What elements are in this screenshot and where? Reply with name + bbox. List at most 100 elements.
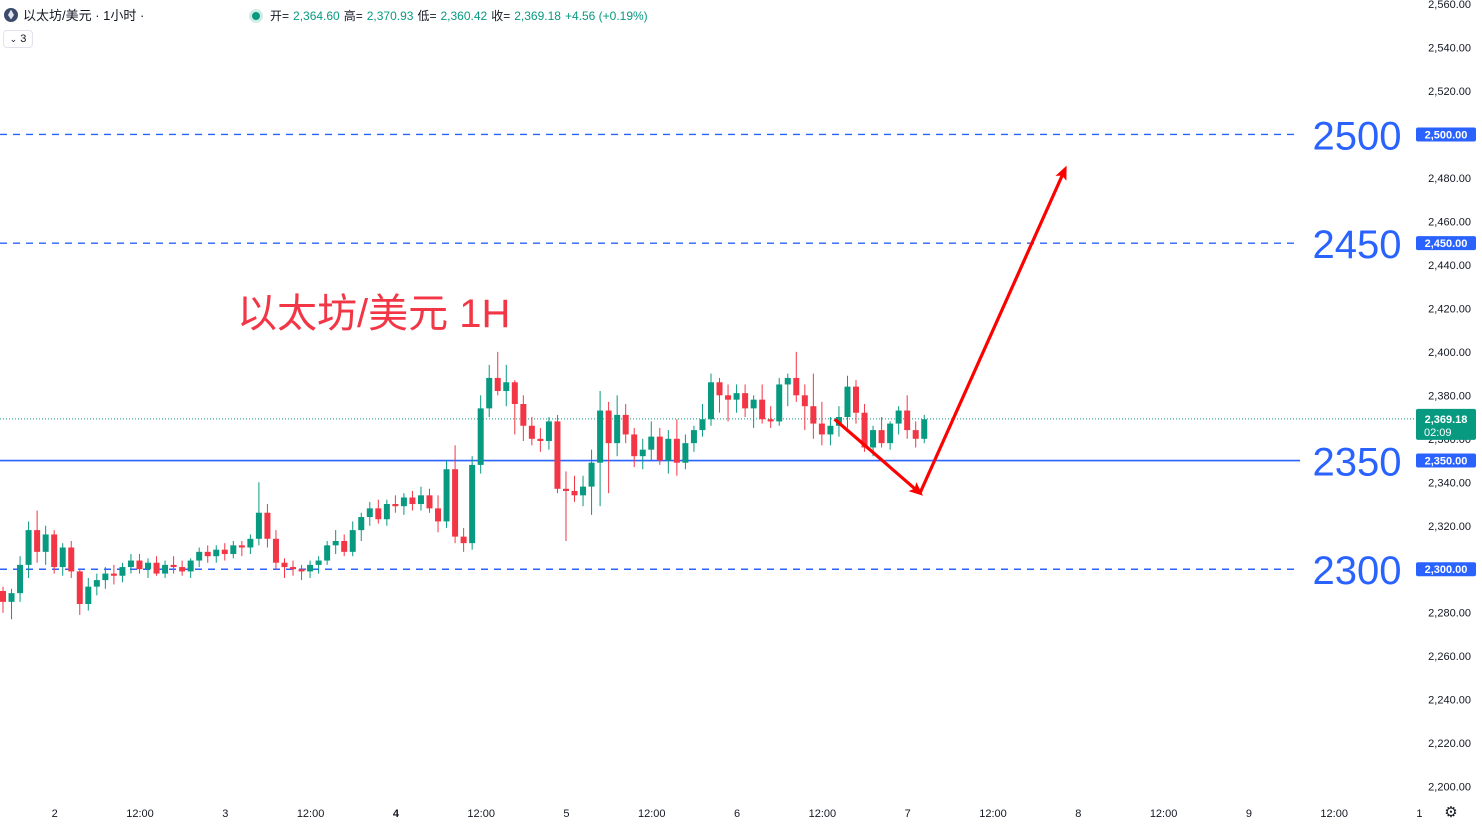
candle-body <box>170 564 177 568</box>
candle-body <box>417 495 424 505</box>
candle-body <box>204 551 211 557</box>
level-label-2500: 2500 <box>1313 114 1402 158</box>
candle-body <box>912 430 919 439</box>
settings-gear-icon[interactable]: ⚙ <box>1444 804 1458 821</box>
candle-countdown-text: 02:09 <box>1424 427 1452 439</box>
candle-body <box>383 504 390 520</box>
candle-body <box>255 512 262 539</box>
y-tick-label: 2,240.00 <box>1428 695 1471 707</box>
candle-body <box>597 410 604 463</box>
x-tick-label: 3 <box>222 808 228 820</box>
candle-body <box>443 469 450 522</box>
low-value: 2,360.42 <box>440 8 488 23</box>
candle-body <box>460 536 467 544</box>
candle-body <box>469 464 476 544</box>
x-tick-label: 12:00 <box>467 808 495 820</box>
level-price-badge-text: 2,450.00 <box>1425 238 1468 250</box>
candle-body <box>818 423 825 435</box>
candle-body <box>392 504 399 507</box>
candle-body <box>366 508 373 518</box>
level-label-2300: 2300 <box>1313 549 1402 593</box>
candle-body <box>238 545 245 548</box>
candle-body <box>221 549 228 555</box>
x-tick-label: 2 <box>52 808 58 820</box>
y-tick-label: 2,520.00 <box>1428 86 1471 98</box>
candle-body <box>725 395 732 400</box>
level-price-badge <box>1416 453 1476 468</box>
candle-body <box>264 512 271 539</box>
y-tick-label: 2,420.00 <box>1428 303 1471 315</box>
symbol-header[interactable]: 以太坊/美元 · 1小时 · <box>4 5 144 24</box>
level-label-2350: 2350 <box>1313 441 1402 485</box>
level-price-badge-text: 2,300.00 <box>1425 564 1468 576</box>
x-axis: 2 12:00 3 12:00 4 12:00 5 12:00 6 12:00 7 12:00 8 12:… <box>52 808 1423 820</box>
open-label: 开= <box>270 9 290 23</box>
candle-body <box>528 425 535 439</box>
candle-body <box>580 486 587 496</box>
candle-body <box>503 382 510 391</box>
candle-body <box>68 547 75 572</box>
x-tick-label: 5 <box>563 808 569 820</box>
candle-body <box>861 412 868 448</box>
chart-annotation-title: 以太坊/美元 1H <box>237 292 510 336</box>
candle-body <box>307 564 314 572</box>
x-tick-label: 9 <box>1246 808 1252 820</box>
symbol-title: 以太坊/美元 · 1小时 · <box>23 8 145 23</box>
y-tick-label: 2,480.00 <box>1428 173 1471 185</box>
projection-arrow-1 <box>833 418 923 496</box>
candle-body <box>614 414 621 444</box>
candle-body <box>127 560 134 568</box>
candle-body <box>921 419 928 439</box>
x-tick-label: 4 <box>393 808 400 820</box>
candle-body <box>784 377 791 385</box>
candle-body <box>196 551 203 561</box>
candle-body <box>375 508 382 520</box>
candle-body <box>545 421 552 441</box>
candle-body <box>648 436 655 450</box>
low-label: 低= <box>417 9 437 23</box>
candle-body <box>315 560 322 565</box>
candle-body <box>588 462 595 487</box>
current-price-badge-text: 2,369.18 <box>1425 414 1468 426</box>
y-tick-label: 2,220.00 <box>1428 738 1471 750</box>
candle-body <box>162 564 169 574</box>
candle-body <box>298 569 305 572</box>
candle-body <box>571 490 578 496</box>
candle-body <box>290 567 297 570</box>
y-tick-label: 2,380.00 <box>1428 390 1471 402</box>
candle-body <box>435 508 442 522</box>
candle-body <box>477 408 484 465</box>
candle-body <box>119 567 126 576</box>
candle-body <box>153 562 160 574</box>
candle-body <box>17 564 24 594</box>
y-axis: 2,200.00 2,220.00 2,240.00 2,260.00 2,280.00… <box>1416 0 1476 794</box>
candle-body <box>136 560 143 570</box>
candle-body <box>707 382 714 420</box>
ethereum-icon <box>4 7 18 22</box>
x-tick-label: 6 <box>734 808 740 820</box>
candle-body <box>656 436 663 461</box>
level-price-badge <box>1416 127 1476 142</box>
y-tick-label: 2,460.00 <box>1428 216 1471 228</box>
candle-body <box>853 386 859 413</box>
ohlc-legend: 开= 2,364.60 高= 2,370.93 低= 2,360.42 收= 2,369… <box>252 7 648 24</box>
candle-body <box>639 449 646 457</box>
candle-body <box>793 377 800 396</box>
y-tick-label: 2,320.00 <box>1428 521 1471 533</box>
candle-body <box>682 443 689 463</box>
candle-body <box>76 571 83 605</box>
indicators-count: 3 <box>20 33 27 45</box>
candle-body <box>537 438 544 441</box>
indicators-toggle-button[interactable]: ⌄ 3 <box>3 30 33 48</box>
candle-body <box>631 434 638 457</box>
candle-body <box>767 419 774 422</box>
candle-body <box>699 419 706 431</box>
candle-body <box>409 497 416 505</box>
candle-body <box>673 438 680 463</box>
candle-body <box>870 430 877 448</box>
candle-body <box>42 534 49 552</box>
x-tick-label: 7 <box>905 808 911 820</box>
x-tick-label: 1 <box>1416 808 1422 820</box>
x-tick-label: 12:00 <box>809 808 837 820</box>
